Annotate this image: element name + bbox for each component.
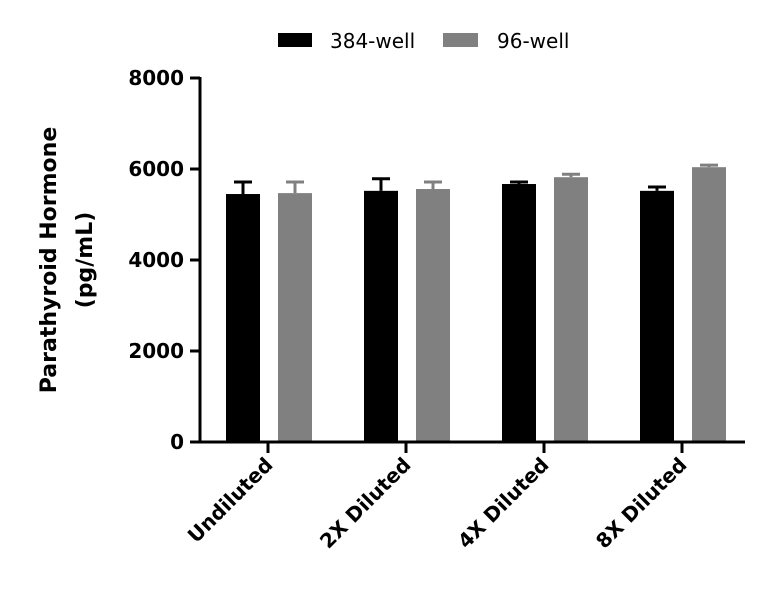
bar-96-well-4x-diluted <box>554 177 588 442</box>
x-category-label: Undiluted <box>183 453 278 548</box>
bar-384-well-2x-diluted <box>364 190 398 442</box>
bar-384-well-8x-diluted <box>640 190 674 442</box>
x-category-label: 4X Diluted <box>453 453 554 554</box>
y-tick-label: 2000 <box>128 339 184 363</box>
y-tick-label: 0 <box>170 430 184 454</box>
y-tick-label: 8000 <box>128 66 184 90</box>
bar-96-well-undiluted <box>278 193 312 442</box>
bar-384-well-undiluted <box>226 194 260 442</box>
x-category-label: 2X Diluted <box>315 453 416 554</box>
y-tick-label: 6000 <box>128 157 184 181</box>
y-tick-label: 4000 <box>128 248 184 272</box>
y-axis-title: Parathyroid Hormone (pg/mL) <box>37 127 98 394</box>
legend-swatch-96-well <box>443 33 478 47</box>
y-axis-title-line2: (pg/mL) <box>73 212 98 309</box>
legend: 384-well 96-well <box>278 29 569 53</box>
bar-96-well-8x-diluted <box>692 167 726 442</box>
legend-swatch-384-well <box>278 33 312 47</box>
legend-label-96-well: 96-well <box>497 29 569 53</box>
bar-384-well-4x-diluted <box>502 184 536 442</box>
legend-label-384-well: 384-well <box>330 29 415 53</box>
x-category-label: 8X Diluted <box>591 453 692 554</box>
y-axis-title-line1: Parathyroid Hormone <box>37 127 62 394</box>
bar-96-well-2x-diluted <box>416 189 450 442</box>
